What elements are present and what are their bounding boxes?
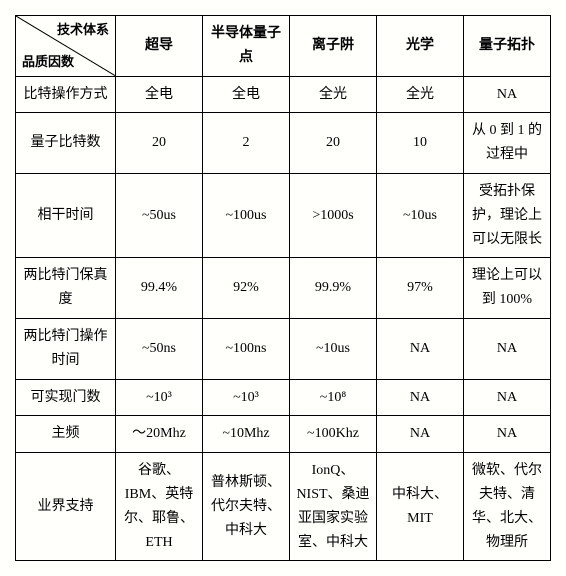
- cell: ~10Mhz: [203, 416, 290, 453]
- cell: ~100Khz: [290, 416, 377, 453]
- cell: ~100us: [203, 173, 290, 257]
- cell: ~50ns: [116, 318, 203, 379]
- row-label: 主频: [16, 416, 116, 453]
- table-row: 比特操作方式 全电 全电 全光 全光 NA: [16, 76, 551, 113]
- col-header: 量子拓扑: [464, 16, 551, 77]
- cell: >1000s: [290, 173, 377, 257]
- row-label: 相干时间: [16, 173, 116, 257]
- table-row: 量子比特数 20 2 20 10 从 0 到 1 的过程中: [16, 113, 551, 174]
- table-row: 可实现门数 ~10³ ~10³ ~10⁸ NA NA: [16, 379, 551, 416]
- diag-bottom-label: 品质因数: [22, 51, 74, 73]
- cell: 中科大、MIT: [377, 453, 464, 561]
- cell: NA: [464, 416, 551, 453]
- cell: ~10us: [377, 173, 464, 257]
- cell: 全光: [377, 76, 464, 113]
- cell: 99.4%: [116, 258, 203, 319]
- cell: 普林斯顿、代尔夫特、中科大: [203, 453, 290, 561]
- row-label: 两比特门保真度: [16, 258, 116, 319]
- cell: NA: [377, 416, 464, 453]
- row-label: 两比特门操作时间: [16, 318, 116, 379]
- cell: ~10³: [203, 379, 290, 416]
- cell: NA: [464, 379, 551, 416]
- cell: 2: [203, 113, 290, 174]
- cell: ~10³: [116, 379, 203, 416]
- table-body: 比特操作方式 全电 全电 全光 全光 NA 量子比特数 20 2 20 10 从…: [16, 76, 551, 561]
- cell: 从 0 到 1 的过程中: [464, 113, 551, 174]
- cell: 全光: [290, 76, 377, 113]
- cell: IonQ、NIST、桑迪亚国家实验室、中科大: [290, 453, 377, 561]
- cell: ~10⁸: [290, 379, 377, 416]
- cell: 受拓扑保护，理论上可以无限长: [464, 173, 551, 257]
- table-row: 两比特门保真度 99.4% 92% 99.9% 97% 理论上可以到 100%: [16, 258, 551, 319]
- cell: 92%: [203, 258, 290, 319]
- comparison-table: 技术体系 品质因数 超导 半导体量子点 离子阱 光学 量子拓扑 比特操作方式 全…: [15, 15, 551, 561]
- cell: 99.9%: [290, 258, 377, 319]
- row-label: 可实现门数: [16, 379, 116, 416]
- cell: NA: [464, 76, 551, 113]
- cell: NA: [377, 379, 464, 416]
- cell: NA: [377, 318, 464, 379]
- cell: 谷歌、IBM、英特尔、耶鲁、ETH: [116, 453, 203, 561]
- cell: 10: [377, 113, 464, 174]
- row-label: 量子比特数: [16, 113, 116, 174]
- table-row: 业界支持 谷歌、IBM、英特尔、耶鲁、ETH 普林斯顿、代尔夫特、中科大 Ion…: [16, 453, 551, 561]
- cell: 全电: [116, 76, 203, 113]
- cell: 97%: [377, 258, 464, 319]
- cell: 全电: [203, 76, 290, 113]
- cell: 微软、代尔夫特、清华、北大、物理所: [464, 453, 551, 561]
- col-header: 光学: [377, 16, 464, 77]
- col-header: 超导: [116, 16, 203, 77]
- col-header: 离子阱: [290, 16, 377, 77]
- cell: NA: [464, 318, 551, 379]
- cell: 20: [290, 113, 377, 174]
- cell: 20: [116, 113, 203, 174]
- cell: ~100ns: [203, 318, 290, 379]
- header-row: 技术体系 品质因数 超导 半导体量子点 离子阱 光学 量子拓扑: [16, 16, 551, 77]
- diagonal-header: 技术体系 品质因数: [16, 16, 116, 77]
- cell: ～20Mhz: [116, 416, 203, 453]
- table-row: 主频 ～20Mhz ~10Mhz ~100Khz NA NA: [16, 416, 551, 453]
- table-row: 相干时间 ~50us ~100us >1000s ~10us 受拓扑保护，理论上…: [16, 173, 551, 257]
- cell: 理论上可以到 100%: [464, 258, 551, 319]
- row-label: 业界支持: [16, 453, 116, 561]
- cell: ~50us: [116, 173, 203, 257]
- diag-top-label: 技术体系: [57, 19, 109, 41]
- cell: ~10us: [290, 318, 377, 379]
- col-header: 半导体量子点: [203, 16, 290, 77]
- table-row: 两比特门操作时间 ~50ns ~100ns ~10us NA NA: [16, 318, 551, 379]
- row-label: 比特操作方式: [16, 76, 116, 113]
